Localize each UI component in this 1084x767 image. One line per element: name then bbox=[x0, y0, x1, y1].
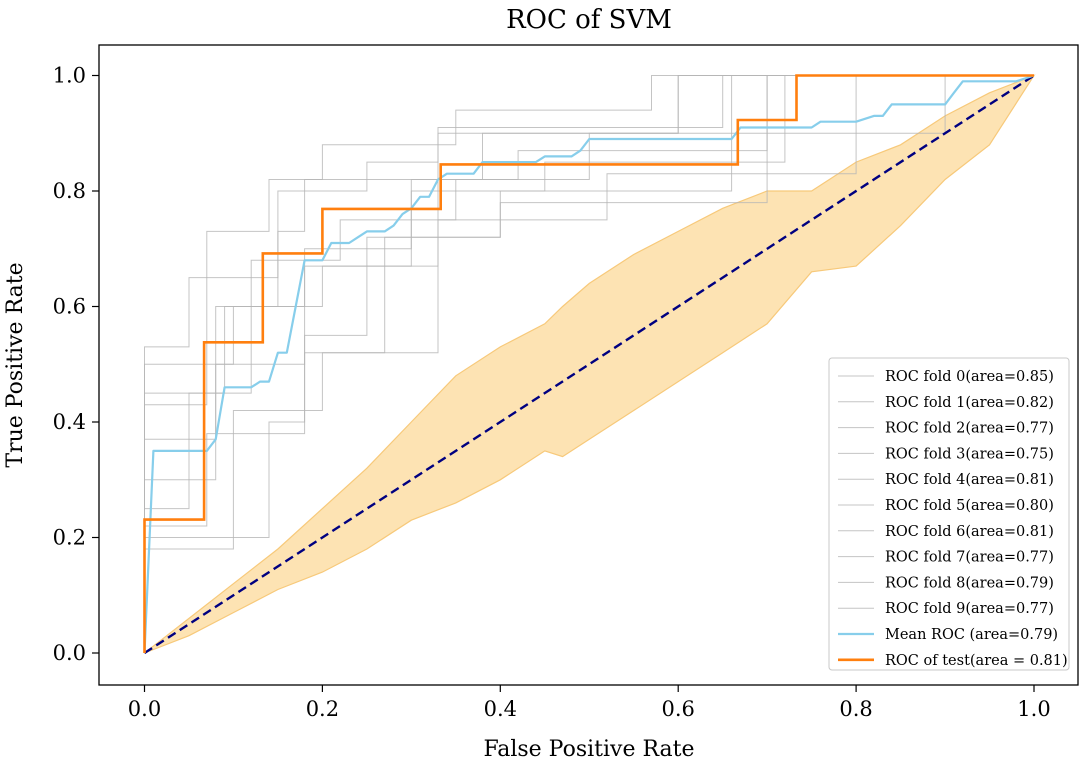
mean-roc-curve bbox=[143, 74, 1035, 654]
x-axis: 0.0 0.2 0.4 0.6 0.8 1.0 bbox=[128, 685, 1051, 721]
y-tick-label: 0.6 bbox=[53, 295, 86, 319]
legend-item: ROC fold 9(area=0.77) bbox=[838, 601, 1054, 617]
fold-curve-5 bbox=[144, 75, 1034, 653]
legend-item: ROC fold 8(area=0.79) bbox=[838, 575, 1054, 591]
x-tick-label: 1.0 bbox=[1017, 697, 1050, 721]
y-tick-label: 0.4 bbox=[53, 410, 86, 434]
legend: ROC fold 0(area=0.85) ROC fold 1(area=0.8… bbox=[828, 357, 1070, 671]
y-axis: 0.0 0.2 0.4 0.6 0.8 1.0 bbox=[53, 64, 99, 665]
legend-label: ROC fold 0(area=0.85) bbox=[885, 369, 1054, 385]
fold-curve-8 bbox=[144, 75, 1034, 653]
y-tick-label: 0.8 bbox=[53, 179, 86, 203]
plot-frame bbox=[98, 44, 1079, 686]
legend-label: ROC fold 8(area=0.79) bbox=[885, 575, 1054, 591]
legend-label: ROC fold 4(area=0.81) bbox=[885, 472, 1054, 488]
y-tick-label: 0.0 bbox=[53, 641, 86, 665]
legend-item: ROC fold 2(area=0.77) bbox=[838, 421, 1054, 437]
legend-item: Mean ROC (area=0.79) bbox=[838, 627, 1058, 643]
y-tick-label: 1.0 bbox=[53, 64, 86, 88]
y-axis-label: True Positive Rate bbox=[3, 262, 28, 467]
legend-item: ROC fold 3(area=0.75) bbox=[838, 446, 1054, 462]
x-tick-label: 0.4 bbox=[484, 697, 517, 721]
y-tick-label: 0.2 bbox=[53, 526, 86, 550]
legend-item: ROC fold 6(area=0.81) bbox=[838, 524, 1054, 540]
legend-label: ROC of test(area = 0.81) bbox=[885, 653, 1068, 669]
legend-label: ROC fold 5(area=0.80) bbox=[885, 498, 1054, 514]
x-tick-label: 0.0 bbox=[128, 697, 161, 721]
legend-item: ROC of test(area = 0.81) bbox=[838, 653, 1068, 669]
legend-item: ROC fold 5(area=0.80) bbox=[838, 498, 1054, 514]
main-curves bbox=[143, 74, 1035, 655]
legend-label: ROC fold 6(area=0.81) bbox=[885, 524, 1054, 540]
fold-curve-9 bbox=[144, 75, 1034, 653]
chart-title: ROC of SVM bbox=[506, 5, 672, 35]
test-roc-curve bbox=[143, 74, 1034, 653]
x-tick-label: 0.6 bbox=[661, 697, 694, 721]
legend-label: ROC fold 7(area=0.77) bbox=[885, 550, 1054, 566]
legend-label: Mean ROC (area=0.79) bbox=[885, 627, 1058, 643]
legend-label: ROC fold 3(area=0.75) bbox=[885, 446, 1054, 462]
chance-diagonal bbox=[143, 74, 1035, 655]
legend-label: ROC fold 1(area=0.82) bbox=[885, 395, 1054, 411]
legend-item: ROC fold 7(area=0.77) bbox=[838, 550, 1054, 566]
x-tick-label: 0.8 bbox=[839, 697, 872, 721]
legend-item: ROC fold 0(area=0.85) bbox=[838, 369, 1054, 385]
x-tick-label: 0.2 bbox=[306, 697, 339, 721]
legend-item: ROC fold 4(area=0.81) bbox=[838, 472, 1054, 488]
legend-label: ROC fold 9(area=0.77) bbox=[885, 601, 1054, 617]
legend-item: ROC fold 1(area=0.82) bbox=[838, 395, 1054, 411]
x-axis-label: False Positive Rate bbox=[483, 737, 694, 762]
legend-box bbox=[828, 357, 1070, 671]
legend-label: ROC fold 2(area=0.77) bbox=[885, 421, 1054, 437]
